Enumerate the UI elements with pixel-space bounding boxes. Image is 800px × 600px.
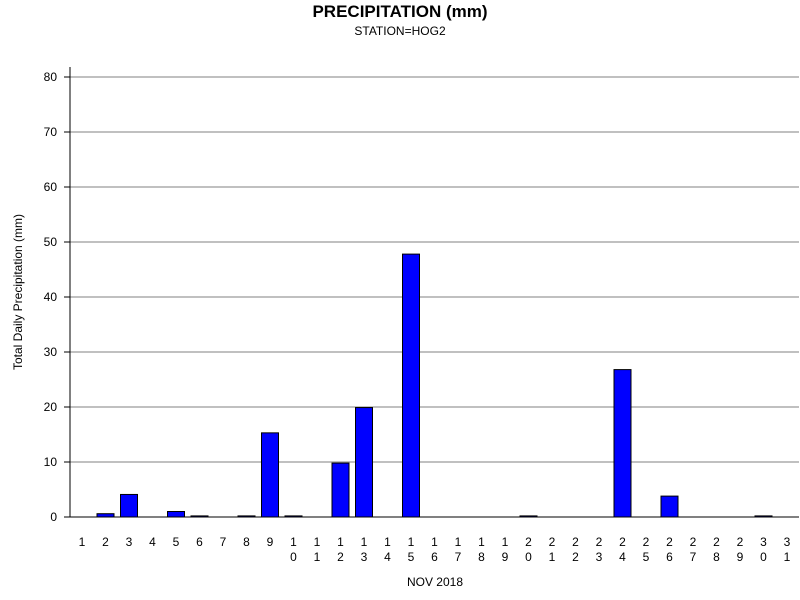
x-tick-label: 1 [79, 535, 86, 549]
y-axis-ticks: 0 10 20 30 40 50 60 70 80 [44, 70, 70, 524]
chart-title: PRECIPITATION (mm) [312, 2, 487, 21]
bars [96, 253, 773, 518]
bar-day-3 [120, 493, 138, 518]
y-tick-label: 20 [44, 400, 58, 414]
bar-day-9 [261, 432, 279, 518]
grid-lines [70, 76, 799, 463]
x-tick-label: 5 [173, 535, 180, 549]
x-tick-label: 8 [243, 535, 250, 549]
y-tick-label: 0 [50, 510, 57, 524]
x-tick-label: 3 [126, 535, 133, 549]
bar-day-5 [167, 511, 185, 518]
bar-day-13 [355, 407, 373, 518]
bar-day-26 [660, 495, 679, 518]
x-axis-ticks: 1 2 3 4 5 6 7 8 9 1 01 11 21 31 41 51 61 71 81 92 02 12 22 32 42… [79, 535, 791, 564]
y-tick-label: 50 [44, 235, 58, 249]
bar-day-24 [613, 369, 632, 518]
y-tick-label: 60 [44, 180, 58, 194]
x-tick-label: 2 [102, 535, 109, 549]
chart-subtitle: STATION=HOG2 [354, 24, 446, 38]
bar-day-12 [331, 462, 350, 518]
y-tick-label: 80 [44, 70, 58, 84]
x-tick-label: 9 [267, 535, 274, 549]
y-axis-label: Total Daily Precipitation (mm) [11, 214, 25, 370]
y-tick-label: 40 [44, 290, 58, 304]
y-tick-label: 70 [44, 125, 58, 139]
x-tick-label: 6 [196, 535, 203, 549]
y-tick-label: 30 [44, 345, 58, 359]
x-tick-label: 7 [220, 535, 227, 549]
x-axis-label: NOV 2018 [407, 575, 463, 589]
y-tick-label: 10 [44, 455, 58, 469]
bar-day-15 [402, 253, 420, 518]
x-tick-label: 4 [149, 535, 156, 549]
